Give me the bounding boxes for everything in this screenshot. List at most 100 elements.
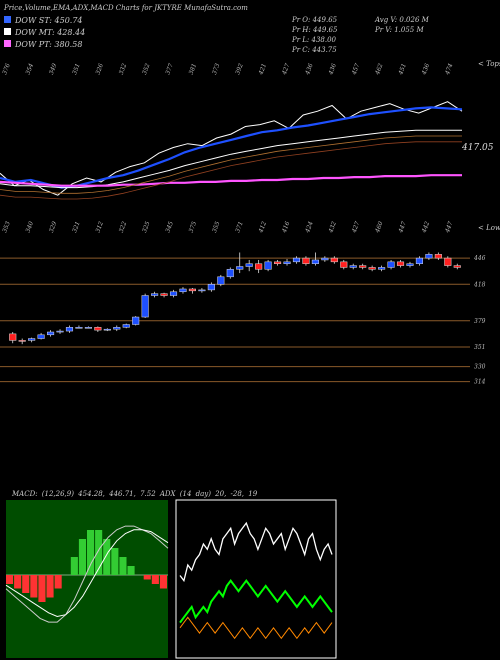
bottom-label: 424 (304, 220, 315, 234)
bottom-label: 460 (374, 220, 385, 234)
macd-histogram-bar (143, 575, 151, 580)
macd-histogram-bar (87, 530, 95, 575)
macd-histogram-bar (54, 575, 62, 589)
macd-adx-label: MACD: (12,26,9) 454.28, 446.71, 7.52 ADX… (12, 490, 258, 498)
ohlc-open: Pr O: 449.65 (292, 16, 338, 24)
macd-histogram-bar (127, 566, 135, 575)
candle-body (406, 263, 414, 266)
macd-histogram-bar (22, 575, 30, 593)
candle-body (56, 330, 64, 333)
candle-body (387, 261, 395, 268)
ema-series-line-extra (0, 135, 462, 194)
level-label: 379 (474, 318, 486, 325)
candle-body (84, 327, 92, 329)
legend-item: DOW MT: 428.44 (4, 28, 85, 37)
avg-volume: Avg V: 0.026 M (375, 16, 429, 24)
macd-series-line (5, 525, 169, 623)
level-label: 314 (474, 379, 486, 386)
macd-histogram-bar (95, 530, 103, 575)
bottom-label: 416 (281, 220, 292, 234)
ema-value-label: 417.05 (462, 143, 494, 153)
top-label: 392 (234, 62, 245, 75)
bottom-label: 432 (327, 220, 338, 234)
candle-body (425, 254, 433, 259)
candle-body (122, 324, 130, 328)
top-label: 451 (397, 63, 408, 77)
top-label: 332 (118, 62, 129, 75)
macd-histogram-bar (30, 575, 38, 598)
top-label: 377 (164, 62, 175, 75)
candle-body (396, 261, 405, 266)
bottom-label: 321 (71, 221, 81, 234)
bottom-label: 312 (95, 220, 106, 233)
candle-body (9, 333, 17, 341)
lows-label: < Lows (478, 224, 500, 232)
top-label: 427 (281, 62, 292, 76)
candle-body (103, 328, 111, 331)
ema-series-line (0, 129, 462, 189)
candle-body (264, 261, 272, 270)
candle-body (18, 340, 26, 342)
legend-text: DOW MT: 428.44 (15, 28, 86, 37)
bottom-label: 447 (397, 220, 408, 234)
candle-body (47, 331, 55, 336)
candle-body (37, 334, 45, 339)
candle-body (207, 284, 215, 291)
bottom-label: 371 (234, 221, 244, 234)
candle-body (236, 266, 244, 270)
candle-body (415, 257, 423, 264)
top-label: 349 (48, 62, 59, 75)
macd-histogram-bar (159, 575, 167, 589)
candle-body (321, 257, 329, 261)
legend-item: DOW ST: 450.74 (4, 16, 83, 25)
candle-body (444, 257, 452, 266)
level-label: 351 (474, 344, 485, 351)
price-line (0, 101, 463, 196)
macd-histogram-bar (14, 575, 22, 589)
legend-text: DOW PT: 380.58 (15, 40, 83, 49)
candle-body (274, 261, 282, 264)
candle-body (378, 267, 386, 270)
tops-label: < Tops (478, 60, 500, 68)
bottom-label: 412 (257, 220, 268, 234)
top-label: 421 (257, 63, 268, 77)
level-label: 330 (474, 364, 486, 371)
macd-histogram-bar (111, 548, 119, 575)
candle-body (188, 288, 196, 292)
candle-body (453, 265, 461, 268)
macd-series-line (5, 529, 169, 618)
bottom-label: 325 (141, 220, 152, 233)
candle-body (359, 265, 367, 268)
top-label: 474 (444, 62, 455, 76)
bottom-label: 442 (420, 220, 431, 234)
macd-histogram-bar (151, 575, 159, 584)
level-label: 418 (473, 281, 486, 288)
bottom-label: 345 (164, 220, 175, 233)
top-label: 381 (188, 63, 198, 76)
candle-body (255, 263, 263, 270)
ohlc-low: Pr L: 438.00 (292, 36, 337, 44)
bottom-label: 375 (188, 220, 199, 233)
ohlc-high: Pr H: 449.65 (292, 26, 338, 34)
candle-body (160, 293, 168, 296)
candle-body (94, 327, 102, 331)
top-label: 351 (71, 63, 81, 76)
candle-body (349, 265, 357, 268)
page-title: Price,Volume,EMA,ADX,MACD Charts for JKT… (4, 4, 248, 12)
ohlc-close: Pr C: 443.75 (292, 46, 337, 54)
top-label: 373 (211, 62, 222, 75)
macd-histogram-bar (119, 557, 127, 575)
candle-body (28, 338, 36, 341)
bottom-label: 355 (211, 220, 222, 233)
bottom-label: 329 (48, 220, 59, 233)
legend-swatch (4, 16, 11, 23)
top-label: 376 (1, 62, 12, 75)
adx-panel-bg (175, 499, 337, 659)
candle-body (226, 269, 234, 278)
candle-body (283, 261, 291, 264)
macd-histogram-bar (70, 557, 78, 575)
legend-swatch (4, 28, 11, 35)
candle-body (368, 267, 376, 270)
candle-body (302, 257, 310, 264)
